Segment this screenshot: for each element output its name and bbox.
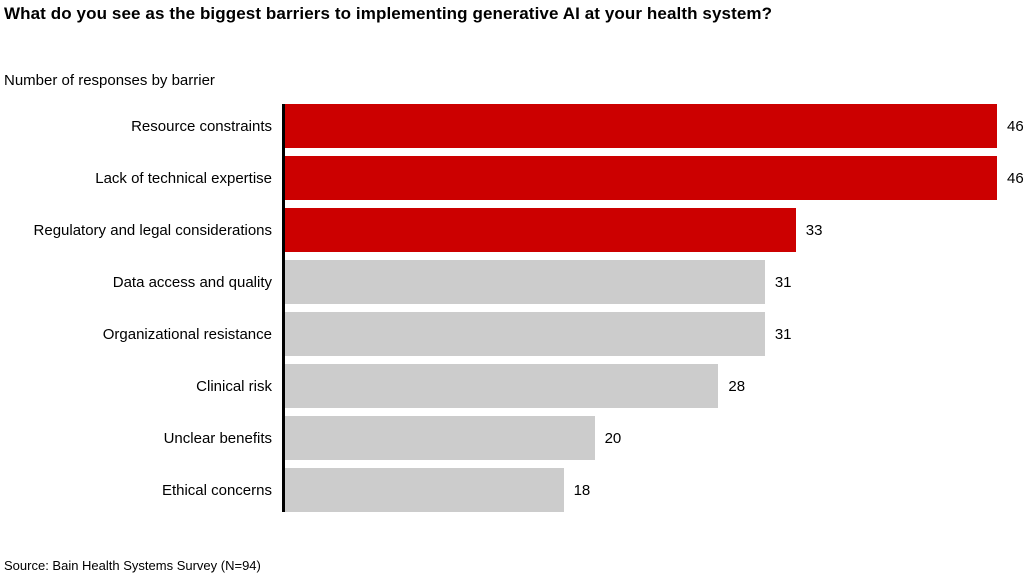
- bar-rows: Resource constraints 46 Lack of technica…: [0, 100, 1024, 516]
- bar-row: Lack of technical expertise 46: [0, 152, 1024, 204]
- bar-row: Resource constraints 46: [0, 100, 1024, 152]
- bar: [285, 156, 997, 200]
- bar: [285, 312, 765, 356]
- chart-title: What do you see as the biggest barriers …: [4, 4, 773, 23]
- bar-label: Lack of technical expertise: [95, 169, 272, 187]
- bar-label: Resource constraints: [131, 117, 272, 135]
- bar-value: 31: [774, 273, 792, 291]
- bar-label: Unclear benefits: [163, 429, 272, 447]
- bar-row: Data access and quality 31: [0, 256, 1024, 308]
- bar-row: Regulatory and legal considerations 33: [0, 204, 1024, 256]
- bar-row: Clinical risk 28: [0, 360, 1024, 412]
- bar-value: 31: [774, 325, 792, 343]
- bar-value: 33: [805, 221, 823, 239]
- bar: [285, 364, 719, 408]
- bar-value: 28: [728, 377, 746, 395]
- bar-value: 20: [604, 429, 622, 447]
- source-note: Source: Bain Health Systems Survey (N=94…: [4, 558, 261, 573]
- bar-label: Clinical risk: [196, 377, 272, 395]
- bar: [285, 208, 796, 252]
- bar-label: Regulatory and legal considerations: [33, 221, 272, 239]
- bar: [285, 416, 595, 460]
- bar-chart: Resource constraints 46 Lack of technica…: [0, 100, 1024, 516]
- bar-value: 46: [1007, 117, 1024, 135]
- bar: [285, 104, 997, 148]
- bar-label: Organizational resistance: [102, 325, 272, 343]
- bar-value: 18: [573, 481, 591, 499]
- bar-label: Ethical concerns: [161, 481, 272, 499]
- bar-label: Data access and quality: [112, 273, 272, 291]
- bar-row: Unclear benefits 20: [0, 412, 1024, 464]
- bar-row: Organizational resistance 31: [0, 308, 1024, 360]
- y-axis-line: [282, 104, 285, 512]
- chart-subtitle: Number of responses by barrier: [4, 72, 215, 89]
- bar: [285, 468, 564, 512]
- bar-row: Ethical concerns 18: [0, 464, 1024, 516]
- bar: [285, 260, 765, 304]
- bar-value: 46: [1007, 169, 1024, 187]
